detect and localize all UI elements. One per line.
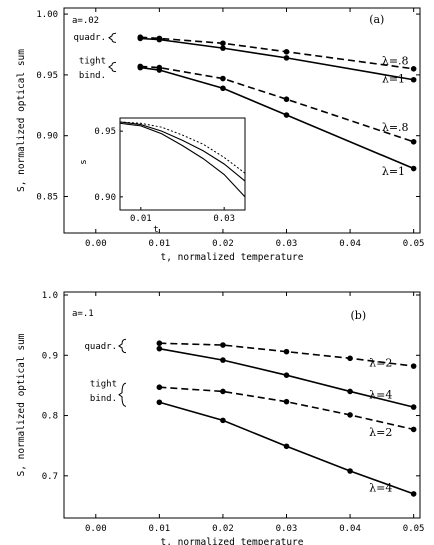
data-point (156, 67, 163, 73)
series-label: λ=.8 (382, 121, 409, 134)
data-point (410, 426, 417, 433)
data-point (283, 398, 290, 405)
data-point (220, 357, 226, 363)
panel-b: 0.00 0.01 0.02 0.03 0.04 0.05 0.7 0.8 0.9 1.0 t, n… (16, 291, 424, 545)
x-tick-label: 0.00 (85, 524, 107, 534)
x-tick-label: 0.05 (403, 524, 425, 534)
data-point (220, 342, 226, 348)
x-tick-label: 0.02 (212, 524, 234, 534)
panel-label: (a) (369, 13, 384, 26)
data-point (283, 443, 290, 450)
data-point (410, 491, 417, 497)
y-tick-label: 0.9 (42, 351, 58, 361)
group-label: tight (90, 380, 117, 390)
data-point (283, 96, 290, 103)
x-tick-label: 0.00 (85, 239, 107, 249)
series-label: λ=2 (369, 426, 392, 439)
data-point (410, 138, 417, 145)
data-point (220, 388, 226, 395)
data-point (156, 399, 163, 406)
group-label: quadr. (84, 342, 117, 352)
x-tick-label: 0.03 (276, 524, 298, 534)
series-label: λ=4 (369, 388, 392, 401)
group-bracket (108, 32, 117, 43)
inset-series-line (119, 122, 246, 198)
data-point (347, 388, 353, 395)
x-tick-label: 0.03 (276, 239, 298, 249)
data-point (220, 417, 226, 424)
data-point (347, 468, 353, 474)
data-point (220, 40, 226, 47)
inset-series-line (119, 121, 246, 182)
y-axis-label: S, normalized optical sum (16, 49, 27, 192)
series-label: λ=4 (369, 481, 392, 494)
data-point (156, 36, 163, 43)
data-point (347, 355, 353, 362)
x-tick-label: 0.01 (149, 239, 171, 249)
data-point (156, 384, 163, 391)
inset-y-tick-label: 0.95 (94, 127, 116, 137)
y-tick-label: 0.85 (36, 193, 58, 203)
y-tick-label: 0.8 (42, 412, 58, 422)
group-label: quadr. (73, 33, 106, 43)
series-label: λ=2 (369, 357, 392, 370)
data-point (220, 85, 226, 92)
inset-y-tick-label: 0.90 (94, 193, 116, 203)
inset-x-tick-label: 0.01 (130, 214, 152, 224)
x-axis-label: t, normalized temperature (161, 252, 304, 263)
plot-frame (63, 291, 421, 519)
y-tick-label: 0.90 (36, 132, 58, 142)
x-axis-label: t, normalized temperature (161, 537, 304, 545)
data-point (283, 55, 290, 61)
inset-x-axis-label: t (153, 225, 158, 235)
panel-label: (b) (351, 309, 367, 322)
plot-frame (63, 7, 421, 234)
data-point (410, 165, 417, 172)
x-tick-label: 0.04 (339, 239, 361, 249)
y-tick-label: 1.0 (42, 291, 58, 301)
group-bracket (118, 338, 127, 354)
group-label: bind. (90, 394, 117, 404)
data-point (410, 363, 417, 369)
data-point (220, 45, 226, 51)
data-point (283, 48, 290, 55)
data-point (156, 345, 163, 352)
data-point (283, 112, 290, 118)
series-label: λ=.8 (382, 54, 409, 67)
series-line (140, 37, 414, 81)
x-tick-label: 0.05 (403, 239, 425, 249)
data-point (347, 412, 353, 418)
data-point (137, 64, 144, 71)
y-tick-label: 0.7 (42, 472, 58, 482)
data-point (283, 372, 290, 378)
parameter-label: a=.1 (72, 309, 94, 319)
x-tick-label: 0.01 (149, 524, 171, 534)
data-point (220, 75, 226, 82)
inset-x-tick-label: 0.03 (213, 214, 235, 224)
group-bracket (118, 382, 127, 407)
data-point (156, 340, 163, 347)
parameter-label: a=.02 (72, 16, 99, 26)
x-tick-label: 0.02 (212, 239, 234, 249)
series-label: λ=1 (382, 73, 405, 86)
inset-frame (119, 117, 246, 211)
group-bracket (108, 61, 117, 73)
y-axis-label: S, normalized optical sum (16, 333, 27, 476)
inset-y-axis-label: s (79, 159, 89, 164)
x-tick-label: 0.04 (339, 524, 361, 534)
y-tick-label: 0.95 (36, 71, 58, 81)
series-label: λ=1 (382, 165, 405, 178)
group-label: bind. (79, 71, 106, 81)
group-label: tight (79, 56, 106, 66)
data-point (137, 35, 144, 42)
series-line (159, 386, 414, 431)
inset-series-line (119, 121, 246, 174)
panel-a: 0.00 0.01 0.02 0.03 0.04 0.05 0.85 0.90 0.95 1.00… (16, 7, 425, 263)
data-point (410, 404, 417, 410)
data-point (410, 76, 417, 83)
y-tick-label: 1.00 (36, 10, 58, 20)
data-point (410, 66, 417, 72)
data-point (283, 348, 290, 355)
